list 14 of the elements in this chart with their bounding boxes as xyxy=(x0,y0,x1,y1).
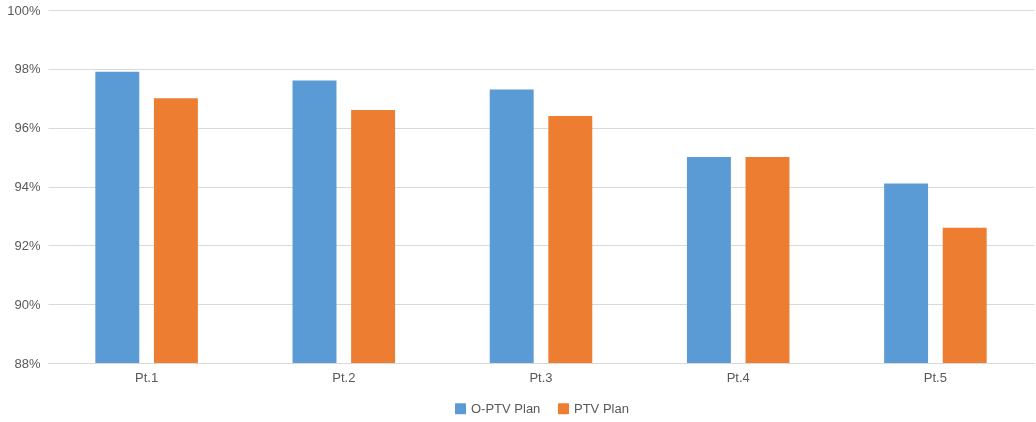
y-tick-label: 92% xyxy=(14,237,41,253)
y-tick-label: 88% xyxy=(14,355,41,371)
y-tick-label: 90% xyxy=(14,296,41,312)
y-tick-label: 98% xyxy=(14,61,41,77)
y-tick-label: 96% xyxy=(14,120,41,136)
x-tick-label: Pt.5 xyxy=(923,369,947,385)
y-tick-label: 100% xyxy=(7,2,41,18)
legend-label: O-PTV Plan xyxy=(471,400,541,416)
x-tick-label: Pt.3 xyxy=(529,369,553,385)
x-tick-label: Pt.4 xyxy=(726,369,750,385)
legend-label: PTV Plan xyxy=(574,400,629,416)
y-tick-label: 94% xyxy=(14,179,41,194)
x-tick-label: Pt.1 xyxy=(135,369,159,385)
x-tick-label: Pt.2 xyxy=(332,369,356,385)
